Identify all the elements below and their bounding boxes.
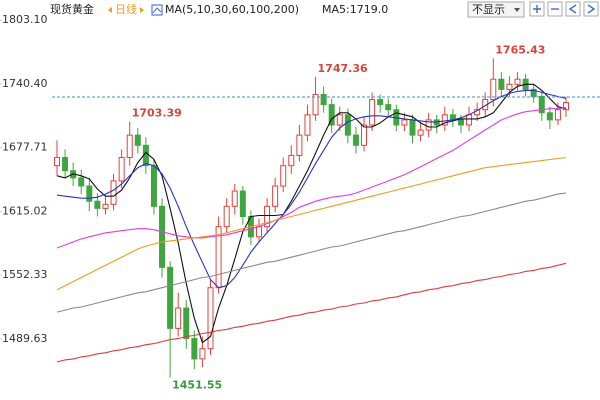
candle-body	[320, 93, 327, 106]
candle-body	[546, 112, 553, 121]
candle-body	[62, 157, 69, 172]
candle-body	[183, 307, 190, 340]
candle-body	[312, 93, 319, 116]
back-icon[interactable]	[565, 1, 581, 17]
ma-line	[56, 262, 567, 363]
candle-body	[498, 78, 505, 90]
candle-body	[175, 307, 182, 329]
candle-body	[118, 157, 125, 182]
candle-body	[417, 129, 424, 136]
candle-body	[425, 119, 432, 131]
candle-body	[159, 205, 166, 268]
candle-body	[377, 99, 384, 106]
candle-body	[191, 338, 198, 360]
y-tick-label: 1677.71	[2, 141, 48, 154]
candle-body	[167, 266, 174, 329]
candle-body	[361, 124, 368, 146]
ma-icon	[151, 4, 163, 16]
candle-body	[86, 185, 93, 202]
candle-body	[288, 154, 295, 167]
ma-line	[56, 83, 567, 344]
candle-body	[530, 88, 537, 97]
candle-body	[401, 119, 408, 126]
candle-body	[409, 119, 416, 136]
zoom-in-glyph	[533, 5, 541, 13]
candle-body	[441, 114, 448, 126]
ma-icon-line	[152, 7, 162, 14]
y-tick-label: 1489.63	[2, 332, 48, 345]
candle-body	[514, 78, 521, 85]
candle-body	[296, 134, 303, 156]
toggle-arrow	[514, 8, 520, 12]
ma-line	[56, 156, 567, 291]
ma5-label: MA5:1719.0	[322, 3, 388, 16]
ma-line	[56, 192, 567, 313]
candle-body	[126, 134, 133, 159]
candle-body	[231, 190, 238, 207]
candle-body	[199, 348, 206, 360]
candle-body	[490, 78, 497, 101]
toggle-button-label[interactable]: 不显示	[472, 3, 505, 16]
candle-body	[110, 180, 117, 205]
candle-body	[207, 287, 214, 350]
candle-body	[134, 134, 141, 146]
candle-body	[54, 157, 60, 167]
y-tick-label: 1803.10	[2, 13, 48, 26]
candle-body	[150, 165, 157, 207]
candle-body	[563, 102, 569, 111]
y-tick-label: 1552.33	[2, 268, 48, 281]
toggle-button[interactable]	[467, 1, 525, 18]
candle-body	[466, 114, 473, 126]
period-arrow-right	[140, 7, 144, 13]
high-annotation: 1765.43	[495, 43, 545, 56]
low-annotation: 1451.55	[172, 379, 222, 392]
ma-legend: MA(5,10,30,60,100,200)	[165, 3, 299, 16]
candle-body	[336, 114, 343, 126]
candle-body	[328, 104, 335, 126]
y-tick-label: 1740.40	[2, 77, 48, 90]
period-arrow-left	[108, 7, 112, 13]
candle-body	[94, 200, 101, 209]
candle-body	[264, 205, 271, 228]
high-annotation: 1703.39	[132, 107, 182, 120]
candle-body	[272, 185, 279, 207]
candle-body	[304, 114, 311, 136]
forward-icon[interactable]	[583, 1, 599, 17]
forward-glyph	[587, 4, 596, 14]
candle-body	[538, 95, 545, 114]
candle-body	[352, 134, 359, 146]
candle-body	[78, 177, 85, 187]
y-tick-label: 1615.02	[2, 204, 48, 217]
ma-line	[56, 89, 567, 289]
candle-body	[280, 165, 287, 187]
candle-body	[344, 114, 351, 136]
candle-body	[255, 226, 262, 238]
candle-body	[385, 104, 392, 111]
back-glyph	[568, 4, 577, 14]
chart-title: 现货黄金	[50, 2, 94, 16]
ma-line	[56, 107, 567, 249]
candle-body	[223, 205, 230, 228]
period-label[interactable]: 日线	[115, 2, 137, 16]
tool-icons	[529, 1, 599, 17]
candle-body	[457, 119, 464, 126]
candle-body	[102, 203, 109, 209]
candle-body	[369, 99, 376, 126]
candle-body	[239, 190, 246, 218]
candle-body	[554, 109, 561, 121]
candle-body	[506, 83, 513, 90]
high-annotation: 1747.36	[318, 62, 368, 75]
